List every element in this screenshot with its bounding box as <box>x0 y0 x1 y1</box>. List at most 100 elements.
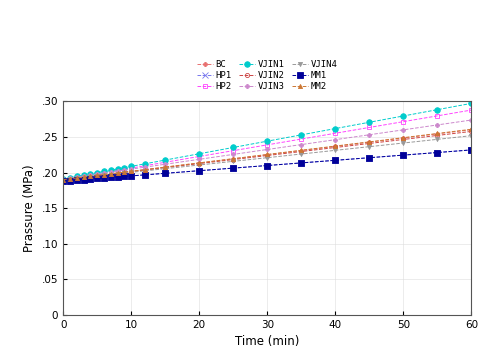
BC <box>366 140 372 144</box>
MM1 <box>67 178 73 183</box>
VJIN1 <box>74 174 80 178</box>
VJIN1 <box>122 165 127 170</box>
MM1 <box>400 153 406 157</box>
MM2 <box>128 169 134 173</box>
VJIN1 <box>332 126 338 131</box>
VJIN4 <box>142 169 148 173</box>
MM2 <box>67 177 73 181</box>
VJIN1 <box>366 120 372 125</box>
VJIN2 <box>74 176 80 180</box>
BC <box>108 172 114 176</box>
HP1 <box>196 169 202 173</box>
MM1 <box>87 177 93 181</box>
BC <box>162 165 168 169</box>
HP2 <box>469 108 474 112</box>
HP2 <box>81 174 87 178</box>
HP1 <box>332 158 338 163</box>
HP1 <box>115 175 121 179</box>
BC <box>115 171 121 175</box>
VJIN2 <box>94 173 100 178</box>
VJIN1 <box>196 152 202 156</box>
BC <box>298 148 304 153</box>
HP1 <box>94 176 100 181</box>
MM2 <box>264 152 270 157</box>
BC <box>469 127 474 132</box>
HP1 <box>87 177 93 181</box>
MM2 <box>74 176 80 180</box>
MM1 <box>60 179 66 183</box>
MM2 <box>142 167 148 172</box>
VJIN1 <box>400 114 406 118</box>
VJIN4 <box>264 156 270 160</box>
HP1 <box>108 175 114 180</box>
BC <box>122 170 127 174</box>
MM2 <box>162 165 168 169</box>
VJIN1 <box>60 177 66 181</box>
VJIN3 <box>67 176 73 180</box>
VJIN3 <box>60 177 66 181</box>
VJIN1 <box>67 176 73 180</box>
VJIN3 <box>94 172 100 176</box>
HP2 <box>60 177 66 182</box>
VJIN2 <box>230 157 236 162</box>
VJIN2 <box>108 172 114 176</box>
MM1 <box>230 166 236 170</box>
MM1 <box>264 163 270 168</box>
HP2 <box>108 169 114 174</box>
HP2 <box>115 168 121 173</box>
MM2 <box>332 144 338 148</box>
VJIN2 <box>469 129 474 134</box>
VJIN3 <box>122 168 127 172</box>
BC <box>434 132 440 136</box>
VJIN3 <box>332 138 338 142</box>
VJIN1 <box>162 158 168 162</box>
HP2 <box>74 175 80 180</box>
X-axis label: Time (min): Time (min) <box>235 335 299 348</box>
MM2 <box>196 161 202 165</box>
MM1 <box>115 175 121 179</box>
MM2 <box>94 173 100 178</box>
Line: HP1: HP1 <box>60 147 474 184</box>
HP1 <box>128 174 134 178</box>
VJIN3 <box>469 118 474 122</box>
MM2 <box>87 174 93 178</box>
MM1 <box>74 178 80 182</box>
MM1 <box>142 173 148 177</box>
Line: HP2: HP2 <box>61 108 473 182</box>
VJIN3 <box>74 175 80 179</box>
HP1 <box>81 177 87 182</box>
HP2 <box>122 167 127 171</box>
VJIN2 <box>115 171 121 176</box>
MM2 <box>400 135 406 140</box>
VJIN3 <box>434 123 440 127</box>
HP2 <box>264 143 270 147</box>
HP1 <box>67 178 73 183</box>
BC <box>196 161 202 165</box>
MM2 <box>298 148 304 152</box>
VJIN2 <box>298 150 304 154</box>
Line: VJIN4: VJIN4 <box>61 134 473 182</box>
HP2 <box>162 160 168 164</box>
BC <box>87 174 93 178</box>
VJIN1 <box>101 169 107 173</box>
VJIN2 <box>81 175 87 180</box>
MM1 <box>366 156 372 160</box>
HP2 <box>434 114 440 118</box>
VJIN4 <box>469 134 474 138</box>
VJIN3 <box>87 173 93 177</box>
VJIN1 <box>230 145 236 150</box>
VJIN3 <box>400 128 406 132</box>
HP2 <box>87 173 93 177</box>
BC <box>101 173 107 177</box>
VJIN3 <box>162 162 168 167</box>
MM1 <box>108 175 114 180</box>
HP1 <box>298 161 304 165</box>
BC <box>142 168 148 172</box>
HP1 <box>469 148 474 152</box>
VJIN1 <box>128 164 134 169</box>
VJIN3 <box>196 157 202 161</box>
HP1 <box>101 176 107 180</box>
VJIN2 <box>264 153 270 158</box>
VJIN1 <box>94 171 100 175</box>
MM1 <box>128 174 134 178</box>
